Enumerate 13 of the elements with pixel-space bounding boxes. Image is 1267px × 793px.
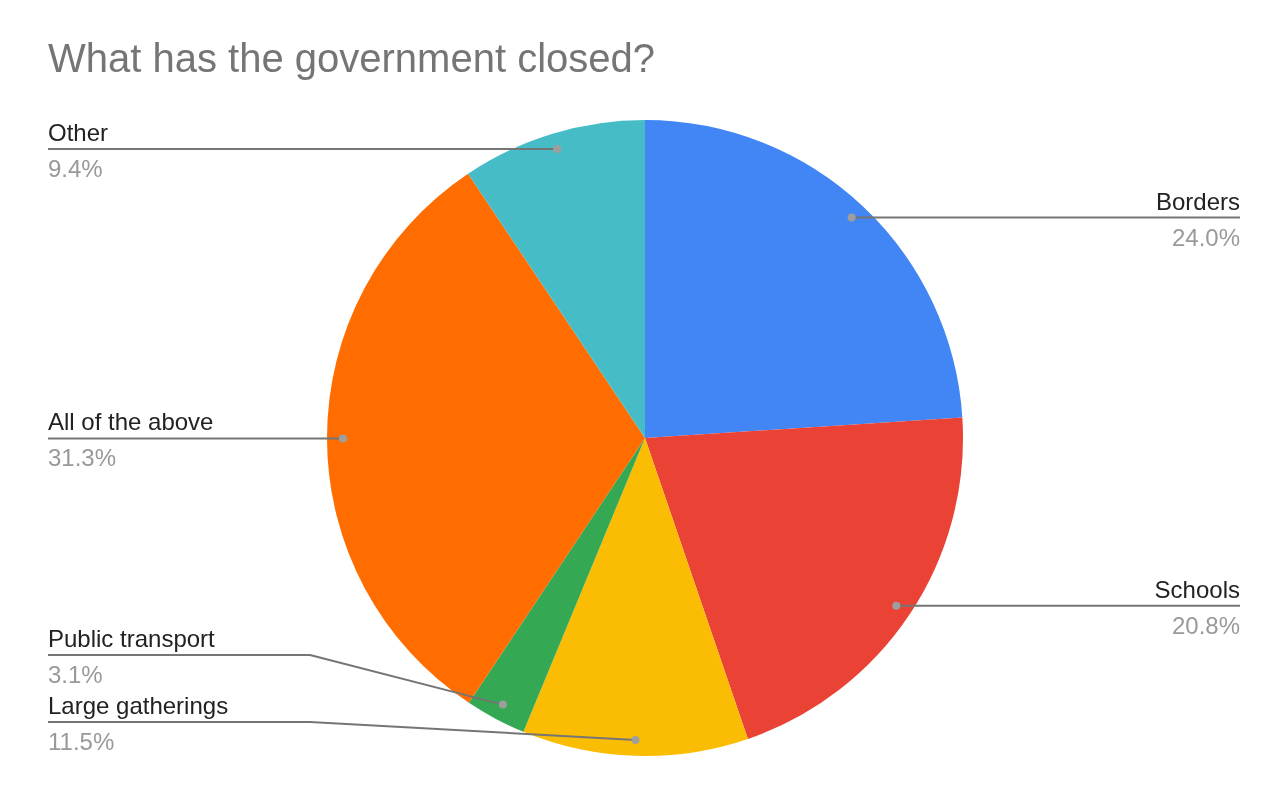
data-label: 24.0% — [1171, 223, 1240, 251]
slice-label: Other — [48, 118, 109, 146]
slice-label: All of the above — [48, 408, 214, 436]
data-label: 3.1% — [48, 661, 103, 688]
data-label: 9.4% — [48, 154, 103, 182]
slice-label: Public transport — [48, 625, 216, 652]
data-label: 31.3% — [48, 444, 117, 472]
data-label: 20.8% — [1171, 611, 1240, 639]
data-label: 11.5% — [48, 728, 115, 755]
slice-label: Borders — [1155, 187, 1240, 215]
slice-label: Schools — [1154, 575, 1240, 603]
chart-title: What has the government closed? — [48, 36, 656, 81]
slice-label: Large gatherings — [48, 692, 229, 719]
